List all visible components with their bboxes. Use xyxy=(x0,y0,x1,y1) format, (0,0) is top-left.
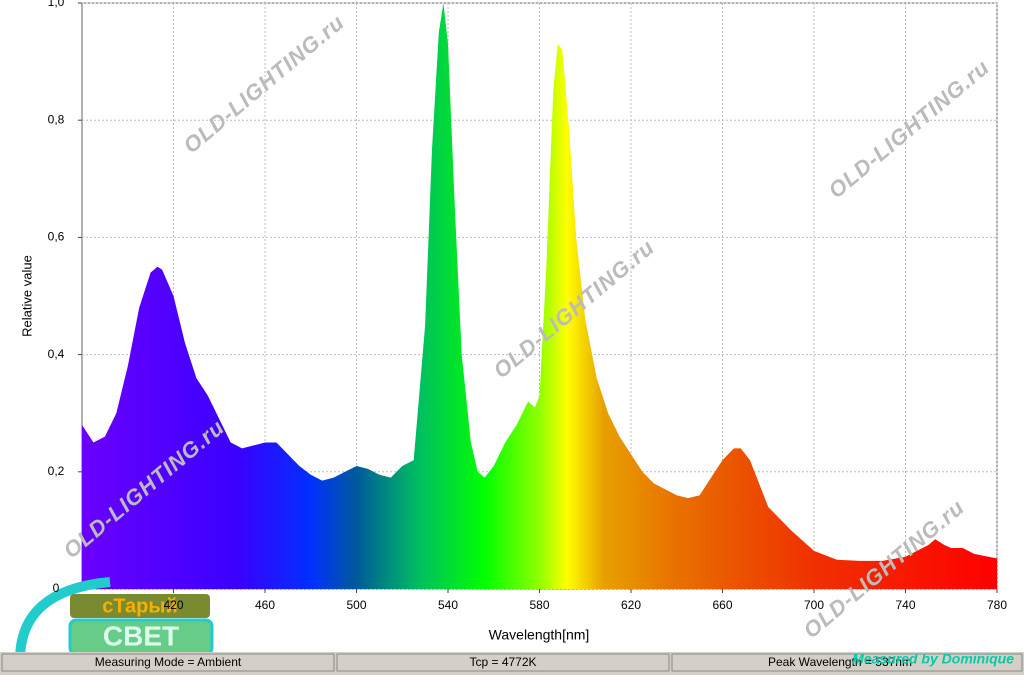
x-tick-label: 460 xyxy=(255,598,275,612)
logo-bottom: СВЕТ xyxy=(103,620,179,651)
status-text: Peak Wavelength = 537nm xyxy=(768,655,912,669)
y-tick-label: 0,8 xyxy=(48,112,65,126)
y-tick-label: 1,0 xyxy=(48,0,65,9)
credit: Measured by Dominique xyxy=(852,651,1014,667)
logo-box xyxy=(70,594,210,618)
y-tick-label: 0 xyxy=(53,581,60,595)
x-tick-label: 700 xyxy=(804,598,824,612)
logo: сТарый СВЕТ xyxy=(15,577,214,661)
logo-top: сТарый xyxy=(102,595,178,617)
status-panel xyxy=(336,653,670,672)
status-panel xyxy=(1,653,335,672)
x-tick-label: 620 xyxy=(621,598,641,612)
status-bg xyxy=(0,652,1024,675)
y-tick-label: 0,4 xyxy=(48,347,65,361)
y-tick-label: 0,6 xyxy=(48,230,65,244)
y-axis-label: Relative value xyxy=(19,255,34,337)
x-tick-label: 500 xyxy=(346,598,366,612)
x-tick-label: 540 xyxy=(438,598,458,612)
status-bar: Measuring Mode = Ambient Tcp = 4772K Pea… xyxy=(0,651,1024,675)
status-text: Measuring Mode = Ambient xyxy=(95,655,242,669)
status-panel xyxy=(671,653,1023,672)
x-tick-label: 660 xyxy=(712,598,732,612)
status-text: Tcp = 4772K xyxy=(469,655,536,669)
logo-arc xyxy=(15,577,111,661)
x-tick-label: 780 xyxy=(987,598,1007,612)
x-axis-label: Wavelength[nm] xyxy=(489,627,590,643)
y-tick-label: 0,2 xyxy=(48,464,65,478)
x-tick-label: 740 xyxy=(895,598,915,612)
x-tick-label: 420 xyxy=(163,598,183,612)
spectrum-area xyxy=(82,3,997,589)
x-tick-label: 580 xyxy=(529,598,549,612)
